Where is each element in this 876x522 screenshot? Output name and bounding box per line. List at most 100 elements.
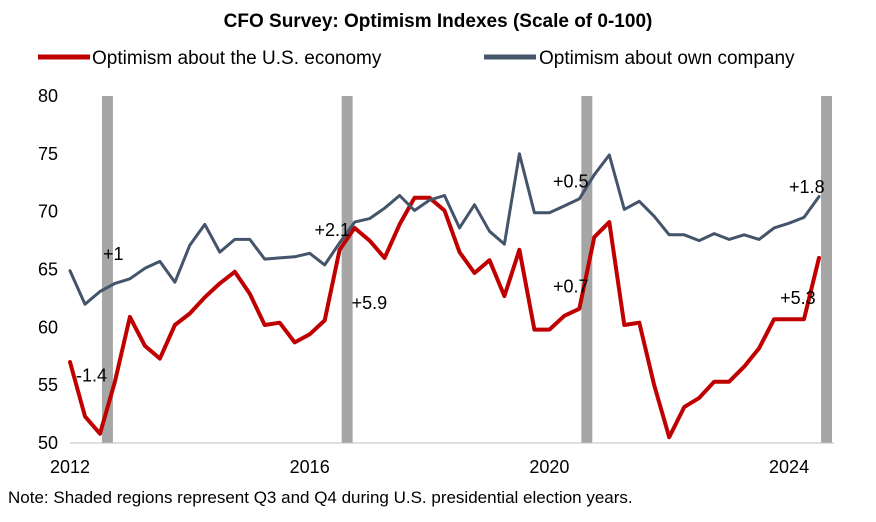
- point-own-company: [443, 194, 446, 197]
- point-own-company: [608, 153, 611, 157]
- point-own-company: [248, 238, 251, 241]
- point-us-economy: [698, 396, 701, 400]
- point-us-economy: [353, 226, 356, 230]
- point-us-economy: [503, 294, 506, 298]
- x-tick-label: 2020: [529, 457, 569, 477]
- point-us-economy: [802, 318, 806, 321]
- point-us-economy: [772, 318, 776, 321]
- annotations: +1 -1.4 +2.1 +5.9 +0.5 +0.7 +1.8 +5.3: [76, 171, 825, 385]
- point-us-economy: [203, 296, 206, 299]
- point-own-company: [98, 290, 102, 293]
- shaded-region-0: [101, 96, 113, 443]
- annotation-label: +5.3: [780, 288, 816, 308]
- point-us-economy: [278, 321, 281, 324]
- point-own-company: [473, 203, 476, 206]
- x-tick-label: 2012: [50, 457, 90, 477]
- point-us-economy: [83, 415, 87, 418]
- point-us-economy: [308, 333, 311, 336]
- point-own-company: [742, 233, 746, 236]
- point-us-economy: [713, 380, 716, 383]
- point-own-company: [548, 211, 551, 214]
- point-us-economy: [473, 271, 476, 275]
- point-own-company: [593, 173, 596, 176]
- chart-note: Note: Shaded regions represent Q3 and Q4…: [8, 488, 633, 507]
- point-us-economy: [383, 256, 386, 260]
- x-tick-label: 2024: [769, 457, 809, 477]
- point-us-economy: [727, 380, 731, 383]
- annotation-label: -1.4: [76, 366, 107, 386]
- point-own-company: [218, 250, 221, 254]
- point-own-company: [263, 257, 266, 261]
- point-us-economy: [653, 384, 656, 387]
- point-own-company: [653, 215, 656, 218]
- point-us-economy: [323, 319, 326, 322]
- point-own-company: [503, 242, 506, 246]
- point-own-company: [518, 152, 521, 155]
- point-own-company: [638, 200, 641, 203]
- point-own-company: [698, 239, 701, 242]
- point-own-company: [563, 204, 566, 208]
- point-own-company: [293, 255, 296, 258]
- point-own-company: [398, 194, 401, 197]
- point-us-economy: [533, 328, 536, 331]
- point-us-economy: [578, 307, 581, 310]
- y-tick-label: 65: [38, 260, 58, 280]
- y-tick-label: 75: [38, 144, 58, 164]
- chart-title: CFO Survey: Optimism Indexes (Scale of 0…: [224, 11, 653, 32]
- point-own-company: [113, 282, 117, 285]
- point-own-company: [817, 195, 821, 198]
- point-own-company: [623, 208, 626, 211]
- point-own-company: [383, 207, 386, 210]
- point-us-economy: [398, 223, 401, 226]
- point-own-company: [338, 241, 341, 245]
- point-us-economy: [413, 196, 416, 199]
- annotation-label: +0.7: [553, 277, 589, 297]
- point-us-economy: [668, 436, 671, 439]
- point-own-company: [353, 220, 356, 224]
- point-us-economy: [548, 328, 551, 331]
- point-us-economy: [128, 315, 132, 319]
- point-us-economy: [248, 292, 251, 295]
- point-own-company: [143, 267, 147, 270]
- y-tick-label: 50: [38, 433, 58, 453]
- point-us-economy: [263, 323, 266, 327]
- point-own-company: [757, 238, 761, 241]
- legend: Optimism about the U.S. economy Optimism…: [38, 48, 795, 69]
- point-us-economy: [98, 432, 102, 435]
- point-us-economy: [683, 405, 686, 409]
- point-own-company: [68, 269, 72, 272]
- point-own-company: [278, 256, 281, 260]
- point-own-company: [458, 226, 461, 230]
- point-us-economy: [757, 347, 761, 350]
- legend-label-us-economy: Optimism about the U.S. economy: [92, 48, 382, 69]
- point-us-economy: [488, 259, 491, 262]
- point-us-economy: [817, 256, 821, 260]
- point-us-economy: [742, 365, 746, 368]
- point-own-company: [83, 303, 87, 306]
- point-us-economy: [233, 270, 236, 273]
- point-own-company: [787, 222, 791, 225]
- point-us-economy: [443, 209, 446, 212]
- point-own-company: [772, 226, 776, 230]
- point-own-company: [128, 277, 132, 280]
- point-us-economy: [68, 360, 72, 364]
- point-us-economy: [188, 312, 191, 315]
- point-us-economy: [218, 282, 221, 285]
- point-own-company: [668, 233, 671, 236]
- annotation-label: +1.8: [789, 177, 825, 197]
- point-own-company: [233, 238, 236, 241]
- series-line-own-company: [68, 152, 821, 306]
- point-own-company: [802, 216, 806, 219]
- point-own-company: [727, 238, 731, 241]
- point-own-company: [158, 260, 162, 263]
- point-own-company: [203, 223, 206, 226]
- annotation-label: +5.9: [352, 293, 388, 313]
- annotation-label: +1: [103, 244, 124, 264]
- point-us-economy: [638, 321, 641, 324]
- annotation-label: +2.1: [314, 220, 350, 240]
- point-own-company: [578, 197, 581, 201]
- series: [68, 152, 821, 440]
- point-us-economy: [113, 380, 117, 383]
- point-us-economy: [623, 323, 626, 327]
